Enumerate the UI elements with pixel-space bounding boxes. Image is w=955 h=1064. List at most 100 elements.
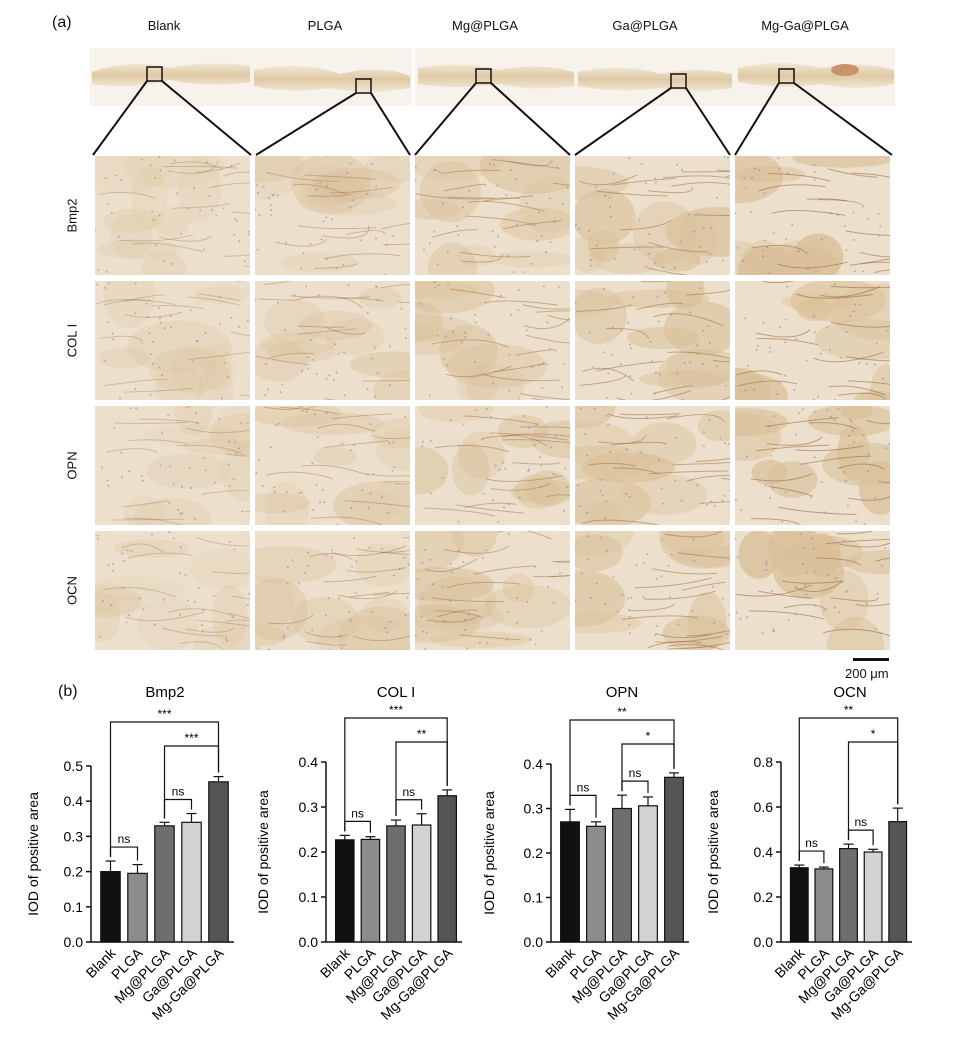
bar (100, 871, 121, 943)
y-tick-label: 0.0 (524, 934, 544, 950)
scale-bar-label: 200 μm (845, 666, 889, 681)
y-tick-label: 0.0 (754, 934, 774, 950)
bar (839, 848, 858, 943)
y-tick-label: 0.0 (299, 934, 319, 950)
chart-title: OCN (833, 684, 866, 701)
significance-bracket (109, 846, 139, 861)
y-tick-label: 0.3 (524, 801, 544, 817)
y-tick-label: 0.2 (524, 845, 544, 861)
column-header-ga-plga: Ga@PLGA (612, 18, 678, 33)
column-header-plga: PLGA (307, 18, 343, 33)
bar (638, 805, 658, 943)
significance-label: *** (389, 703, 403, 717)
y-tick-label: 0.8 (754, 754, 774, 770)
histology-tile-ocn-4 (735, 531, 890, 650)
overview-mg-plga (415, 48, 575, 106)
histology-tile-ocn-0 (95, 531, 250, 650)
y-axis-label: IOD of positive area (255, 790, 271, 914)
row-header-opn: OPN (64, 451, 80, 480)
y-tick-label: 0.4 (299, 754, 319, 770)
significance-label: ns (402, 785, 415, 799)
y-axis-label: IOD of positive area (705, 790, 721, 914)
y-tick-label: 0.2 (64, 864, 84, 880)
zoom-lines (92, 80, 893, 156)
chart-title: COL I (377, 684, 416, 701)
bar (888, 821, 908, 943)
chart-title: Bmp2 (145, 684, 184, 701)
significance-label: * (646, 729, 651, 743)
bar (208, 781, 229, 943)
column-header-mg-ga-plga: Mg-Ga@PLGA (761, 18, 849, 33)
y-tick-label: 0.6 (754, 799, 774, 815)
bar (586, 825, 606, 943)
bar (437, 795, 458, 943)
bar (863, 851, 883, 943)
significance-bracket (798, 717, 899, 862)
bar (560, 821, 580, 943)
significance-label: * (871, 727, 876, 741)
y-tick-label: 0.3 (64, 828, 84, 844)
y-tick-label: 0.2 (754, 889, 774, 905)
bar-charts: Bmp2 IOD of positive area 0.0 0.1 0.2 0.3 0.4 0… (25, 684, 912, 1023)
histology-tile-bmp2-1 (255, 156, 410, 275)
significance-label: ns (629, 766, 642, 780)
column-header-blank: Blank (147, 18, 181, 33)
histology-tile-col-i-2 (415, 281, 570, 400)
significance-bracket (163, 798, 193, 819)
bar (181, 821, 202, 943)
significance-bracket (344, 820, 371, 833)
bar (789, 867, 809, 943)
significance-bracket (798, 850, 825, 864)
significance-bracket (344, 717, 448, 832)
histology-tile-bmp2-0 (95, 156, 250, 275)
significance-bracket (569, 719, 675, 806)
y-tick-label: 0.4 (524, 756, 544, 772)
y-tick-label: 0.5 (64, 758, 84, 774)
histology-tile-opn-3 (575, 406, 730, 525)
significance-label: ns (854, 815, 867, 829)
y-tick-label: 0.1 (524, 890, 544, 906)
panel-a-label: (a) (52, 14, 72, 31)
bar (127, 872, 148, 943)
bar (411, 824, 432, 943)
bar (154, 825, 175, 943)
y-tick-label: 0.0 (64, 934, 84, 950)
y-tick-label: 0.4 (754, 844, 774, 860)
significance-label: ** (617, 705, 627, 719)
significance-label: ns (172, 785, 185, 799)
panel-b-label: (b) (58, 683, 78, 700)
histology-tile-opn-4 (735, 406, 890, 525)
y-tick-label: 0.1 (299, 889, 319, 905)
y-axis-label: IOD of positive area (25, 792, 41, 916)
y-axis-label: IOD of positive area (481, 791, 497, 915)
histology-tile-opn-0 (95, 406, 250, 525)
significance-bracket (847, 829, 874, 846)
row-header-col-i: COL I (64, 323, 80, 358)
bar (386, 825, 406, 943)
chart-col-i: COL I IOD of positive area 0.0 0.1 0.2 0.3 0.4… (255, 684, 462, 1023)
overview-ga-plga (575, 48, 735, 106)
significance-label: ns (805, 836, 818, 850)
y-tick-label: 0.4 (64, 793, 84, 809)
histology-tile-bmp2-2 (415, 156, 570, 275)
histology-tile-opn-2 (415, 406, 570, 525)
overview-mg-ga-plga (735, 48, 895, 106)
significance-label: ns (118, 832, 131, 846)
histology-tile-bmp2-3 (575, 156, 730, 275)
bar (612, 807, 632, 943)
significance-label: *** (157, 707, 171, 721)
chart-bmp2: Bmp2 IOD of positive area 0.0 0.1 0.2 0.3 0.4 0… (25, 684, 234, 1023)
bar (334, 839, 355, 943)
histology-tile-opn-1 (255, 406, 410, 525)
y-tick-label: 0.3 (299, 799, 319, 815)
histology-tile-col-i-0 (95, 281, 250, 400)
scale-bar (853, 658, 889, 661)
significance-bracket (621, 780, 649, 793)
overview-plga (250, 48, 412, 106)
bar (814, 868, 834, 943)
significance-bracket (569, 794, 597, 818)
y-tick-label: 0.2 (299, 844, 319, 860)
chart-title: OPN (606, 684, 639, 701)
